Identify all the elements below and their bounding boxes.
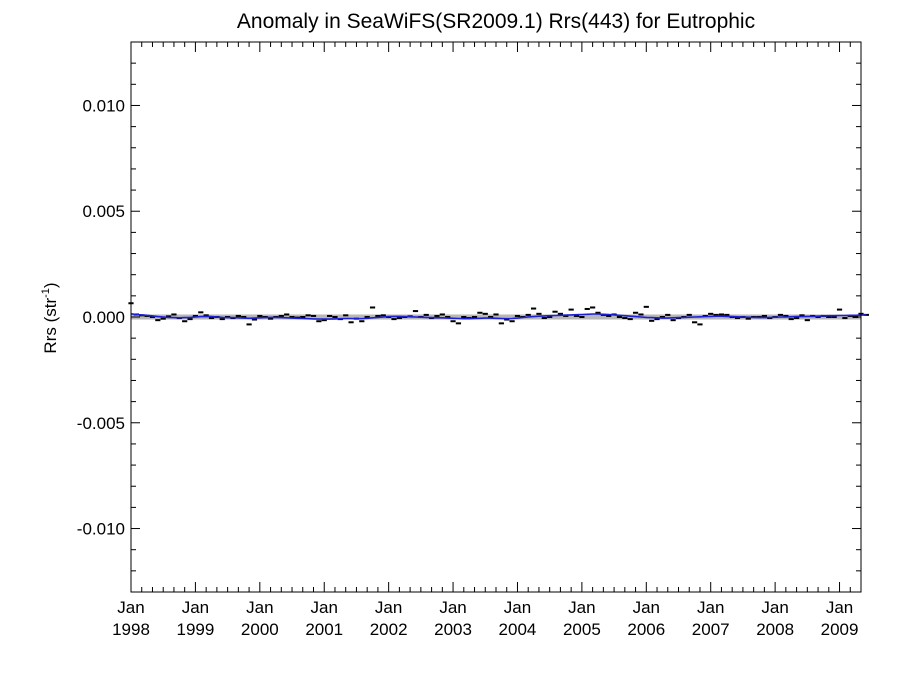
x-tick-label-year: 1998 [112, 620, 150, 639]
x-tick-label-year: 2000 [241, 620, 279, 639]
plot-area [128, 41, 869, 593]
x-tick-label-month: Jan [439, 598, 466, 617]
x-tick-label-year: 2006 [627, 620, 665, 639]
x-tick-label-month: Jan [633, 598, 660, 617]
y-tick-label: -0.005 [77, 414, 125, 433]
x-tick-label-year: 2005 [563, 620, 601, 639]
x-tick-label-month: Jan [117, 598, 144, 617]
x-tick-label-month: Jan [761, 598, 788, 617]
x-tick-label-month: Jan [826, 598, 853, 617]
x-tick-label-year: 2009 [821, 620, 859, 639]
chart-title: Anomaly in SeaWiFS(SR2009.1) Rrs(443) fo… [237, 10, 755, 33]
smoothed-anomaly-line [130, 313, 867, 320]
x-tick-label-month: Jan [182, 598, 209, 617]
x-tick-label-month: Jan [375, 598, 402, 617]
y-tick-label: -0.010 [77, 520, 125, 539]
x-tick-label-year: 2007 [692, 620, 730, 639]
y-tick-label: 0.010 [82, 96, 125, 115]
x-tick-label-year: 1999 [176, 620, 214, 639]
x-tick-label-month: Jan [311, 598, 338, 617]
monthly-anomaly-series [128, 302, 869, 326]
zero-band [131, 314, 861, 320]
x-tick-label-month: Jan [568, 598, 595, 617]
x-tick-labels: Jan 1998 Jan 1999 Jan 2000 Jan 2001 Jan 2002 Jan 20… [112, 598, 858, 639]
y-tick-label: 0.005 [82, 202, 125, 221]
x-tick-label-year: 2003 [434, 620, 472, 639]
y-tick-label: 0.000 [82, 308, 125, 327]
y-tick-labels: -0.010 -0.005 0.000 0.005 0.010 [77, 96, 125, 538]
y-axis-label: Rrs (str-1) [40, 282, 60, 353]
x-tick-label-month: Jan [697, 598, 724, 617]
x-tick-label-year: 2004 [499, 620, 537, 639]
plot-frame [130, 41, 862, 593]
x-tick-label-year: 2001 [305, 620, 343, 639]
axis-ticks [130, 41, 862, 593]
x-tick-label-month: Jan [246, 598, 273, 617]
x-tick-label-year: 2008 [756, 620, 794, 639]
x-tick-label-year: 2002 [370, 620, 408, 639]
x-tick-label-month: Jan [504, 598, 531, 617]
